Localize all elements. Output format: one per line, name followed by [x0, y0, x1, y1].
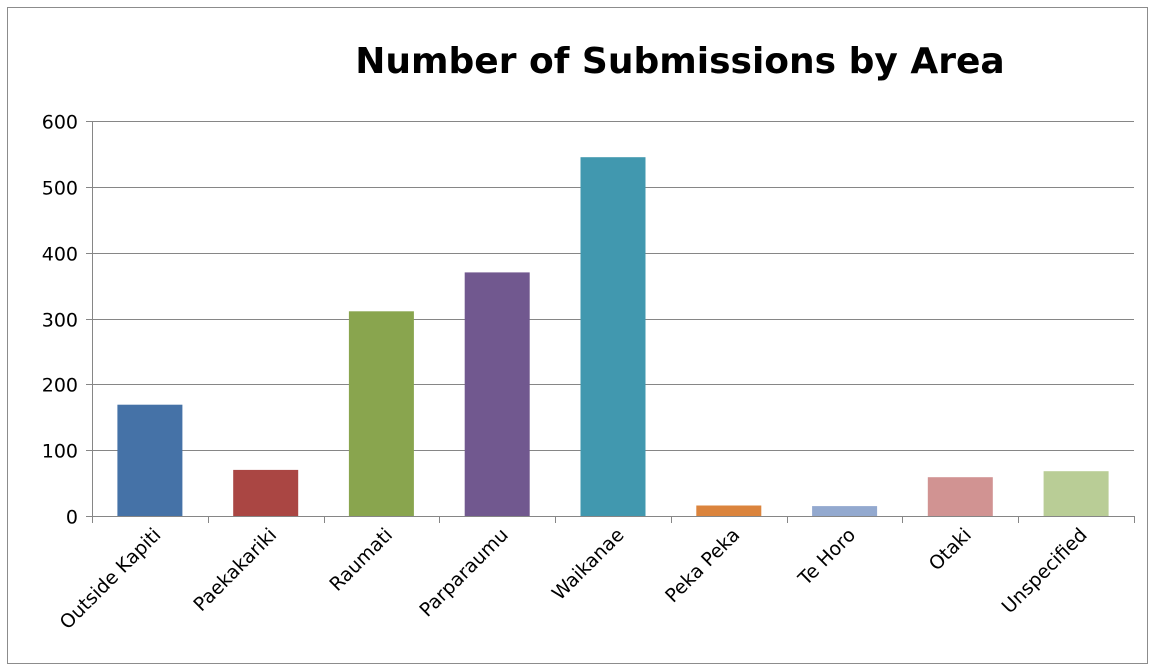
- y-tick-label: 100: [42, 441, 78, 463]
- x-tick-labels: Outside Kapiti Paekakariki Raumati Parparau…: [56, 524, 1092, 634]
- y-tick-labels: 0 100 200 300 400 500 600: [42, 112, 78, 529]
- bar-peka-peka: [696, 505, 762, 516]
- x-category-label: Te Horo: [794, 524, 861, 591]
- bar-waikanae: [580, 157, 646, 516]
- y-tick-label: 200: [42, 375, 78, 397]
- x-category-label: Outside Kapiti: [56, 524, 166, 634]
- bar-unspecified: [1043, 471, 1109, 516]
- x-category-label: Peka Peka: [661, 524, 744, 607]
- bar-outside-kapiti: [117, 404, 183, 516]
- x-category-label: Raumati: [325, 524, 397, 596]
- chart-title: Number of Submissions by Area: [355, 41, 1004, 82]
- bar-parparaumu: [464, 272, 530, 516]
- bar-paekakariki: [233, 469, 299, 516]
- bar-otaki: [927, 477, 993, 516]
- bar-raumati: [348, 311, 414, 516]
- x-category-label: Waikanae: [548, 524, 629, 605]
- y-tick-label: 0: [66, 507, 78, 529]
- x-category-label: Paekakariki: [189, 524, 281, 616]
- y-tick-label: 500: [42, 178, 78, 200]
- y-tick-label: 400: [42, 244, 78, 266]
- chart-frame: [7, 7, 1148, 664]
- bars: [117, 157, 1109, 516]
- x-category-label: Otaki: [925, 524, 976, 575]
- x-category-label: Parparaumu: [415, 524, 512, 621]
- axes: [86, 121, 1135, 523]
- bar-te-horo: [812, 506, 878, 516]
- y-tick-label: 600: [42, 112, 78, 134]
- y-tick-label: 300: [42, 310, 78, 332]
- x-category-label: Unspecified: [998, 524, 1092, 618]
